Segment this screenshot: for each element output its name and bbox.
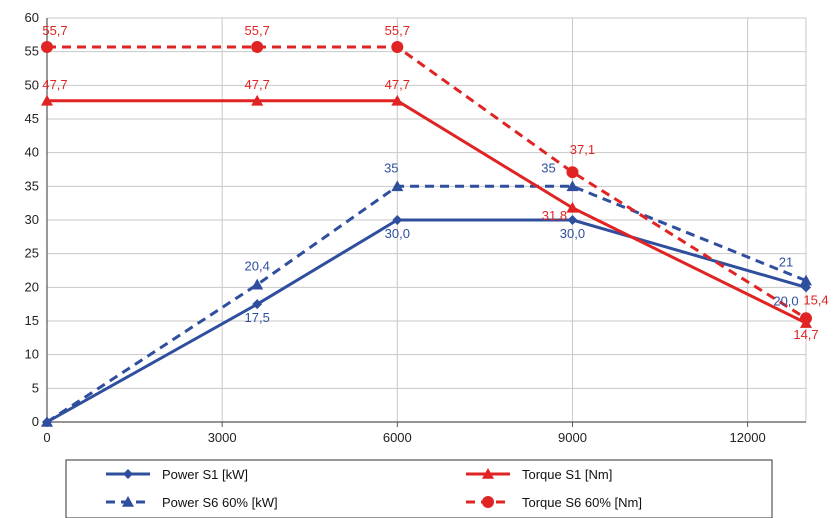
data-label: 47,7 <box>245 77 270 92</box>
data-label: 20,4 <box>245 259 270 274</box>
data-label: 55,7 <box>245 23 270 38</box>
series-1-point <box>567 215 578 225</box>
series-line-4 <box>47 45 807 320</box>
series-3-point <box>566 201 579 213</box>
data-label: 35 <box>384 160 398 175</box>
x-tick-label: 3000 <box>208 430 237 445</box>
y-tick-label: 20 <box>25 279 39 294</box>
data-labels: 17,5 30,0 30,0 20,0 20,4 35 35 21 47,7 47,7 47,7 31… <box>42 23 828 342</box>
data-label: 30,0 <box>385 226 410 241</box>
y-tick-label: 0 <box>32 414 39 429</box>
y-tick-label: 60 <box>25 10 39 25</box>
legend-label: Power S6 60% [kW] <box>162 495 278 510</box>
legend-label: Power S1 [kW] <box>162 467 248 482</box>
series-4-point <box>41 40 53 53</box>
y-tick-label: 35 <box>25 178 39 193</box>
y-tick-label: 45 <box>25 111 39 126</box>
x-tick-label: 0 <box>43 430 50 445</box>
data-label: 47,7 <box>385 77 410 92</box>
series-1-point <box>252 299 263 310</box>
legend-marker-3 <box>482 468 494 479</box>
y-tick-label: 25 <box>25 246 39 261</box>
x-tick-label: 6000 <box>383 430 412 445</box>
series-2-point <box>800 274 812 286</box>
x-tick-label: 12000 <box>730 430 766 445</box>
data-label: 55,7 <box>385 23 410 38</box>
legend-label: Torque S6 60% [Nm] <box>522 495 642 510</box>
y-tick-label: 10 <box>25 347 39 362</box>
data-label: 15,4 <box>803 292 828 307</box>
series-4-point <box>566 166 579 179</box>
axes: 0 5 10 15 20 25 30 35 40 45 50 55 60 0 3000 6000 9000 120… <box>25 10 806 445</box>
series-2-point <box>566 180 579 192</box>
series-2-point <box>41 416 53 427</box>
data-label: 21 <box>779 255 793 270</box>
legend-marker-2 <box>122 496 134 507</box>
data-label: 30,0 <box>560 226 585 241</box>
data-label: 17,5 <box>245 310 270 325</box>
series-line-2 <box>46 184 807 424</box>
data-label: 47,7 <box>42 77 67 92</box>
y-tick-label: 55 <box>25 44 39 59</box>
series-3-point <box>251 94 264 106</box>
y-tick-label: 15 <box>25 313 39 328</box>
data-label: 20,0 <box>773 293 798 308</box>
y-tick-label: 40 <box>25 145 39 160</box>
series-3-point <box>391 94 404 106</box>
data-label: 14,7 <box>793 327 818 342</box>
legend: Power S1 [kW] Power S6 60% [kW] Torque S1 … <box>65 459 773 518</box>
legend-marker-1 <box>123 469 133 479</box>
series-3-point <box>41 94 53 106</box>
y-tick-label: 30 <box>25 212 39 227</box>
data-label: 37,1 <box>570 142 595 157</box>
series-1-point <box>392 215 403 225</box>
series-4-point <box>800 312 812 325</box>
data-label: 31,8 <box>542 208 567 223</box>
legend-box <box>65 459 773 518</box>
data-label: 55,7 <box>42 23 67 38</box>
series-4-point <box>251 40 264 53</box>
x-tick-label: 9000 <box>558 430 587 445</box>
legend-marker-4 <box>482 496 494 508</box>
series-lines <box>41 40 812 427</box>
y-tick-label: 5 <box>32 380 39 395</box>
series-line-3 <box>47 99 807 325</box>
data-label: 35 <box>541 160 555 175</box>
series-2-point <box>391 180 404 192</box>
y-tick-label: 50 <box>25 77 39 92</box>
series-4-point <box>391 40 404 53</box>
series-2-point <box>251 278 264 290</box>
legend-label: Torque S1 [Nm] <box>522 467 612 482</box>
